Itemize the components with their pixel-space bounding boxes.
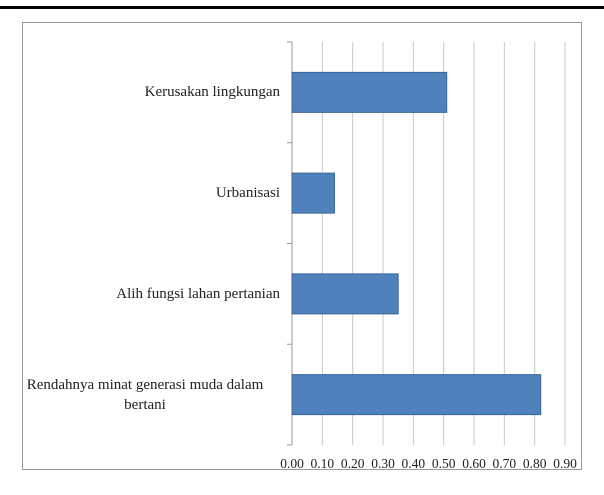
bar (291, 374, 542, 416)
x-tick-label: 0.80 (523, 456, 547, 471)
x-tick-label: 0.00 (280, 456, 304, 471)
category-text: Kerusakan lingkungan (144, 84, 280, 101)
x-tick-label: 0.20 (341, 456, 365, 471)
x-tick-label: 0.10 (311, 456, 335, 471)
category-text: Alih fungsi lahan pertanian (116, 285, 280, 302)
x-tick-label: 0.70 (493, 456, 517, 471)
chart-border (22, 22, 582, 470)
y-tick-label: Rendahnya minat generasi muda dalam bert… (10, 365, 280, 425)
y-tick-label: Urbanisasi (10, 163, 280, 223)
x-tick-label: 0.30 (371, 456, 395, 471)
x-tick-label: 0.40 (402, 456, 426, 471)
y-tick-label: Kerusakan lingkungan (10, 62, 280, 122)
x-tick-label: 0.90 (553, 456, 577, 471)
top-rule (0, 6, 604, 9)
y-tick-label: Alih fungsi lahan pertanian (10, 264, 280, 324)
bar (291, 273, 399, 315)
category-text: Rendahnya minat generasi muda dalam bert… (26, 376, 264, 413)
x-tick-label: 0.50 (432, 456, 456, 471)
x-tick-label: 0.60 (462, 456, 486, 471)
bar (291, 71, 448, 113)
category-text: Urbanisasi (215, 185, 280, 202)
bar (291, 172, 335, 214)
